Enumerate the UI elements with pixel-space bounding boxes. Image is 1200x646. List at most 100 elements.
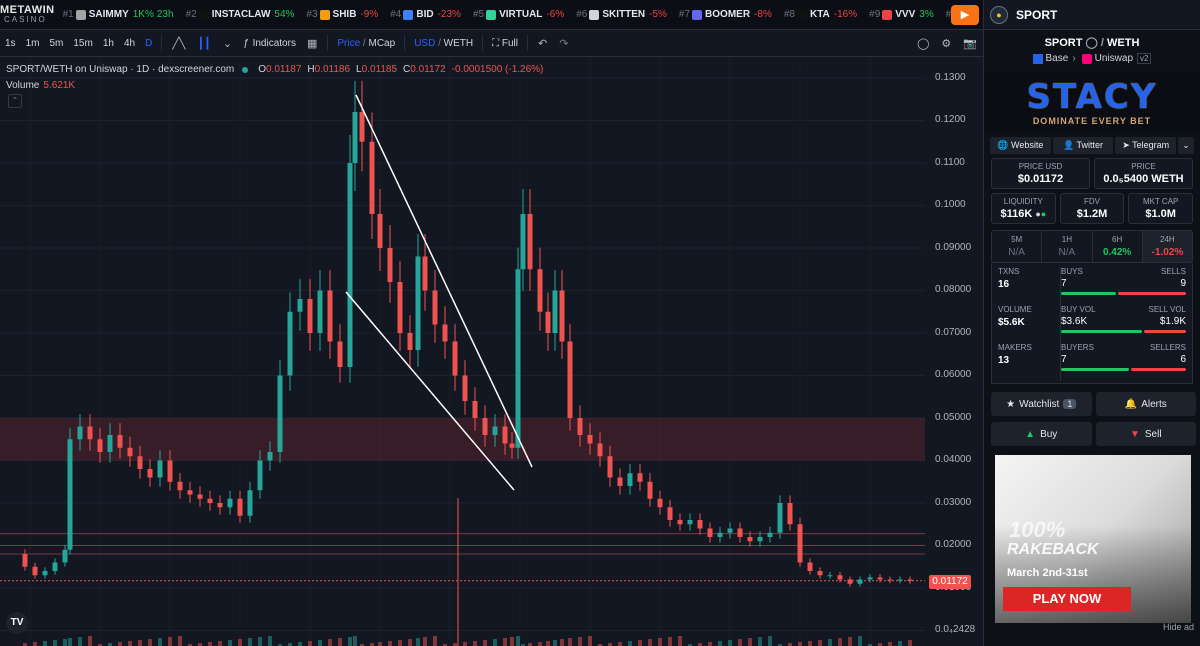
interval-15m[interactable]: 15m [73,37,93,49]
interval-1h[interactable]: 1h [102,37,114,49]
trending-ticker: METAWIN CASINO #1 SAIMMY 1K% 23h #2 INSTACLAW… [0,0,983,30]
price-toggle[interactable]: Price [337,37,361,49]
ticker-item[interactable]: #4 BID -23% [390,9,461,20]
advertisement[interactable]: 100% RAKEBACK March 2nd-31st PLAY NOW [995,455,1191,623]
watchlist-button[interactable]: ★ Watchlist 1 [991,392,1092,416]
interval-4h[interactable]: 4h [123,37,136,49]
wedge-upper-trendline [355,94,533,468]
pair-title: SPORT ◯ / WETH [1044,37,1140,49]
alerts-button[interactable]: 🔔 Alerts [1095,392,1196,416]
tab-6h[interactable]: 6H 0.42% [1092,231,1143,262]
token-icon [882,9,893,20]
ticker-rank: #8 [783,9,795,20]
ticker-item[interactable]: #3 SHIB -9% [306,9,378,20]
volume-bar [268,636,272,646]
candle-body [422,256,428,291]
timeframe-change: N/A [1058,247,1076,258]
usd-toggle[interactable]: USD [414,37,436,49]
redo-icon[interactable]: ↷ [559,37,569,50]
undo-icon[interactable]: ↶ [538,37,548,50]
ticker-item[interactable]: #9 VVV 3% [869,9,934,20]
volume-bar [33,642,37,646]
candle-body [807,562,813,571]
tab-5m[interactable]: 5M N/A [992,231,1043,262]
mcap-toggle[interactable]: MCap [368,37,396,49]
volume-bar [768,636,772,646]
volume-bar [388,641,392,646]
line-chart-icon[interactable]: ╱╲ [172,37,186,50]
camera-icon[interactable]: 📷 [963,37,977,50]
interval-1s[interactable]: 1s [5,37,16,49]
price-chart[interactable]: SPORT/WETH on Uniswap · 1D · dexscreener… [0,58,983,646]
ticker-symbol: BID [416,9,434,20]
candle-body [537,269,543,312]
ticker-item[interactable]: #6 SKITTEN -5% [576,9,667,20]
tradingview-logo[interactable]: TV [6,612,28,634]
candle-body [559,290,565,342]
candle-body [452,341,458,376]
volume-bar [848,637,852,646]
volume-bar [218,641,222,646]
interval-1m[interactable]: 1m [25,37,40,49]
interval-d[interactable]: D [145,37,153,49]
volume-bar [433,636,437,646]
ticker-item[interactable]: #8 KTA -16% [784,9,857,20]
sells-label: SELLS [1161,267,1186,276]
screenshot-compare-icon[interactable]: ◯ [917,37,930,50]
candle-body [377,214,383,248]
interval-5m[interactable]: 5m [49,37,64,49]
fire-toggle-button[interactable]: ▶ [951,5,979,25]
volume-bar [728,640,732,646]
ad-play-button[interactable]: PLAY NOW [1003,587,1131,611]
volume-bar [1061,330,1186,333]
candlestick-svg[interactable] [0,58,983,646]
volume-bar [398,640,402,646]
star-icon: ★ [1006,398,1016,410]
indicators-button[interactable]: ƒ Indicators [238,38,301,49]
volume-bar [53,640,57,646]
buy-button[interactable]: ▲ Buy [991,422,1092,446]
liquidity-box: LIQUIDITY $116K ●● [991,193,1056,224]
lock-icon[interactable]: ● [1035,209,1041,219]
tab-24h[interactable]: 24H -1.02% [1142,231,1192,262]
ticker-item[interactable]: #7 BOOMER -8% [679,9,772,20]
panel-volume-label: VOLUME [998,305,1032,314]
candle-body [637,473,643,482]
dex-name[interactable]: Uniswap [1094,53,1134,64]
metawin-casino-logo[interactable]: METAWIN CASINO [0,4,55,25]
tab-1h[interactable]: 1H N/A [1042,231,1093,262]
copy-icon[interactable]: ◯ [1085,37,1098,49]
token-icon [486,9,497,20]
ticker-item[interactable]: #1 SAIMMY 1K% 23h [63,9,174,20]
ticker-item[interactable]: #2 INSTACLAW 54% [186,9,295,20]
gear-icon[interactable]: ⚙ [941,37,952,50]
chevron-down-icon[interactable]: ⌄ [222,37,233,50]
twitter-link[interactable]: 👤 Twitter [1052,137,1114,154]
telegram-icon: ➤ [1122,140,1130,150]
layouts-icon[interactable]: ▦ [306,37,318,50]
ticker-change: -5% [649,9,667,20]
website-link[interactable]: 🌐 Website [990,137,1051,154]
sells-value: 9 [1180,278,1186,289]
weth-toggle[interactable]: WETH [443,37,474,49]
sell-button[interactable]: ▼ Sell [1095,422,1196,446]
collapse-legend-icon[interactable]: ⌃ [8,94,22,108]
candle-body [217,503,223,508]
buys-label: BUYS [1061,267,1083,276]
ticker-item[interactable]: #5 VIRTUAL -6% [473,9,564,20]
txns-value: 16 [998,279,1010,290]
low-value: 0.01185 [361,64,398,75]
chain-name[interactable]: Base [1045,53,1069,64]
candle-body [387,248,393,282]
ticker-rank: #7 [678,9,691,20]
fullscreen-button[interactable]: ⛶ Full [487,38,523,49]
telegram-link[interactable]: ➤ Telegram [1115,137,1177,154]
candles-icon[interactable]: ┃┃ [197,37,211,50]
candle-body [237,498,243,516]
candle-body [667,507,673,520]
candle-body [107,435,113,452]
more-links-button[interactable]: ⌄ [1178,137,1195,154]
verified-icon[interactable]: ● [1040,209,1047,219]
timeframe-label: 24H [1160,235,1175,244]
hide-ad-link[interactable]: Hide ad [1162,622,1194,632]
